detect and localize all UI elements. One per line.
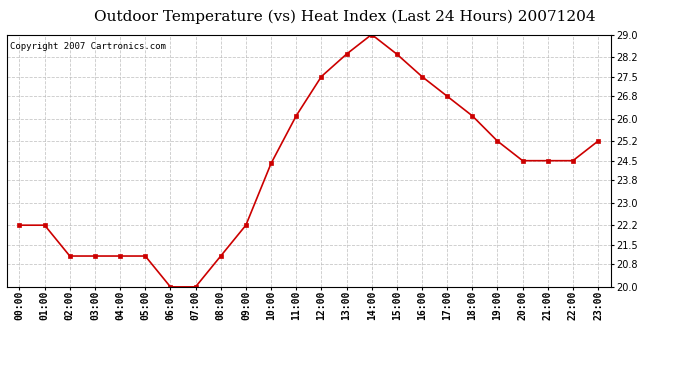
Text: Outdoor Temperature (vs) Heat Index (Last 24 Hours) 20071204: Outdoor Temperature (vs) Heat Index (Las… [95,9,595,24]
Text: Copyright 2007 Cartronics.com: Copyright 2007 Cartronics.com [10,42,166,51]
